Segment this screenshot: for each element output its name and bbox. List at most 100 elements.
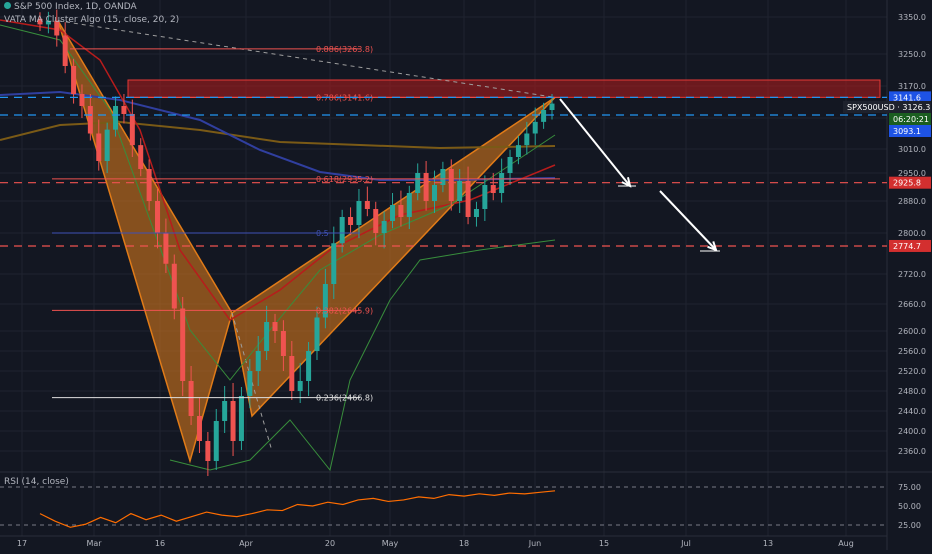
price-tick-label: 2480.0 (898, 387, 926, 396)
tag-current-price-bg (843, 101, 931, 113)
candle-body (87, 106, 93, 134)
price-tick-label: 2520.0 (898, 367, 926, 376)
candle-body (104, 129, 110, 161)
price-tick-label: 3170.0 (898, 82, 926, 91)
candle-body (549, 103, 555, 110)
candle-body (171, 263, 177, 309)
tag-level-lower-bg (889, 125, 931, 137)
resistance-zone (127, 79, 881, 98)
candle-body (322, 284, 328, 318)
candle-body (465, 181, 471, 217)
time-tick-label: 16 (155, 539, 165, 548)
candle-body (431, 185, 437, 201)
candle-body (348, 217, 354, 225)
rsi-line (39, 490, 556, 528)
price-tick-label: 2950.0 (898, 169, 926, 178)
candle-body (448, 169, 454, 201)
candle-body (289, 356, 295, 391)
candle-body (37, 18, 43, 25)
indicator-legend[interactable]: VATA MA Cluster Algo (15, close, 20, 2) (4, 15, 179, 25)
symbol-legend[interactable]: S&P 500 Index, 1D, OANDA (4, 2, 137, 12)
candle-body (96, 133, 102, 161)
candle-body (490, 185, 496, 193)
tag-level-lower-text: 3093.1 (893, 127, 921, 136)
candle-body (457, 181, 463, 201)
fib-level-label: 0.786(3141.6) (316, 93, 373, 102)
candle-body (524, 133, 530, 146)
candle-body (306, 351, 312, 381)
time-tick-label: 18 (459, 539, 469, 548)
candle-body (255, 351, 261, 371)
candle-body (356, 201, 362, 225)
tag-target-2: 2774.7 (889, 239, 931, 252)
candle-body (406, 193, 412, 217)
time-tick-label: 15 (599, 539, 609, 548)
price-tick-label: 2560.0 (898, 347, 926, 356)
candle-body (532, 121, 538, 134)
candle-body (272, 322, 278, 331)
indicator-title: VATA MA Cluster Algo (15, close, 20, 2) (4, 15, 180, 25)
tag-target-1-bg (889, 176, 931, 189)
candle-body (196, 416, 202, 441)
time-tick-label: Mar (86, 539, 102, 548)
fib-level-label: 0.618(2935.2) (316, 175, 373, 184)
candle-body (180, 308, 186, 381)
candle-body (113, 106, 119, 130)
price-tick-label: 2660.0 (898, 300, 926, 309)
candle-body (71, 66, 77, 94)
rsi-tick-label: 75.00 (898, 483, 921, 492)
time-tick-label: Apr (239, 539, 254, 548)
candle-body (398, 205, 404, 217)
tag-countdown-text: 06:20:21 (893, 115, 929, 124)
candle-body (381, 221, 387, 233)
price-tick-label: 3010.0 (898, 145, 926, 154)
harmonic-xd-line (57, 20, 556, 98)
candle-body (129, 114, 135, 146)
tag-level-upper-bg (889, 91, 931, 104)
candle-body (515, 145, 521, 157)
candle-body (339, 217, 345, 244)
candle-body (188, 381, 194, 416)
rsi-tick-label: 50.00 (898, 502, 921, 511)
price-tick-label: 2400.0 (898, 427, 926, 436)
candle-body (440, 169, 446, 185)
tag-countdown-bg (889, 113, 931, 125)
fib-level-label: 0.5 (316, 229, 329, 238)
candle-body (247, 371, 253, 396)
candle-body (79, 94, 85, 106)
price-tick-label: 3350.0 (898, 13, 926, 22)
rsi-legend[interactable]: RSI (14, close) (4, 477, 69, 487)
candle-body (507, 157, 513, 173)
time-tick-label: 17 (17, 539, 27, 548)
price-tick-label: 3250.0 (898, 50, 926, 59)
ma-50-line (0, 19, 556, 321)
candle-body (297, 381, 303, 391)
ma-200-line (0, 120, 556, 150)
time-tick-label: Jun (528, 539, 542, 548)
time-tick-label: May (382, 539, 399, 548)
tag-target-1-text: 2925.8 (893, 179, 921, 188)
time-tick-label: 20 (325, 539, 335, 548)
rsi-title: RSI (14, close) (4, 477, 69, 487)
candle-body (423, 173, 429, 201)
candle-body (364, 201, 370, 209)
time-tick-label: 13 (763, 539, 773, 548)
symbol-title: S&P 500 Index, 1D, OANDA (14, 2, 137, 12)
candle-body (541, 110, 547, 122)
candle-body (213, 421, 219, 461)
price-tick-label: 2720.0 (898, 270, 926, 279)
candle-body (482, 185, 488, 209)
time-tick-label: Aug (838, 539, 854, 548)
candle-body (280, 331, 286, 356)
projection-arrow-2 (659, 190, 717, 251)
candle-body (390, 205, 396, 221)
tag-level-lower: 3093.1 (889, 125, 931, 137)
harmonic-leg-xab (57, 20, 233, 464)
candle-body (314, 317, 320, 351)
candle-body (499, 173, 505, 193)
candle-body (230, 401, 236, 441)
candle-body (205, 441, 211, 461)
candle-body (331, 243, 337, 284)
